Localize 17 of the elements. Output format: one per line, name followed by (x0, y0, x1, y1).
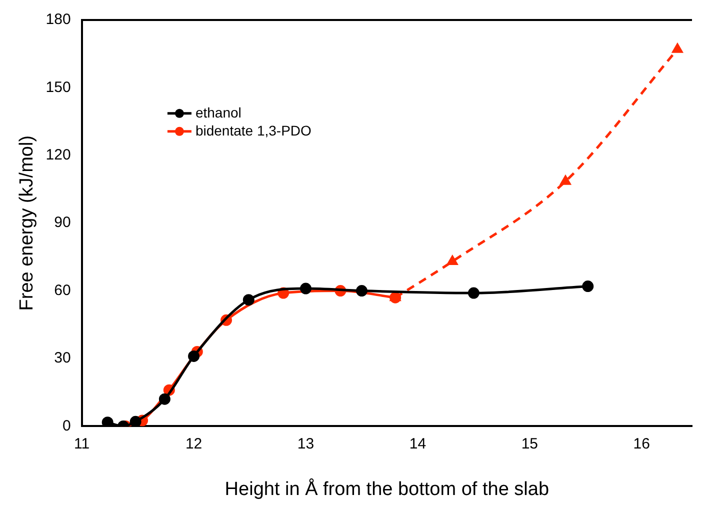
y-tick-label: 60 (54, 282, 71, 299)
legend-label: bidentate 1,3-PDO (195, 122, 312, 138)
y-tick-label: 180 (46, 11, 71, 28)
y-axis-title: Free energy (kJ/mol) (16, 135, 38, 311)
y-tick-label: 30 (54, 350, 71, 367)
y-tick-label: 0 (62, 417, 71, 434)
x-axis-title: Height in Å from the bottom of the slab (224, 478, 550, 500)
x-tick-label: 14 (409, 435, 426, 452)
y-tick-label: 90 (54, 214, 71, 232)
y-tick-label: 150 (46, 78, 71, 96)
x-tick-label: 16 (633, 435, 650, 452)
x-tick-label: 13 (297, 435, 314, 452)
x-tick-label: 15 (521, 435, 538, 452)
x-tick-label: 12 (185, 435, 202, 452)
x-tick-label: 11 (74, 435, 90, 452)
y-tick-label: 120 (46, 146, 71, 164)
legend-label: ethanol (195, 104, 242, 120)
